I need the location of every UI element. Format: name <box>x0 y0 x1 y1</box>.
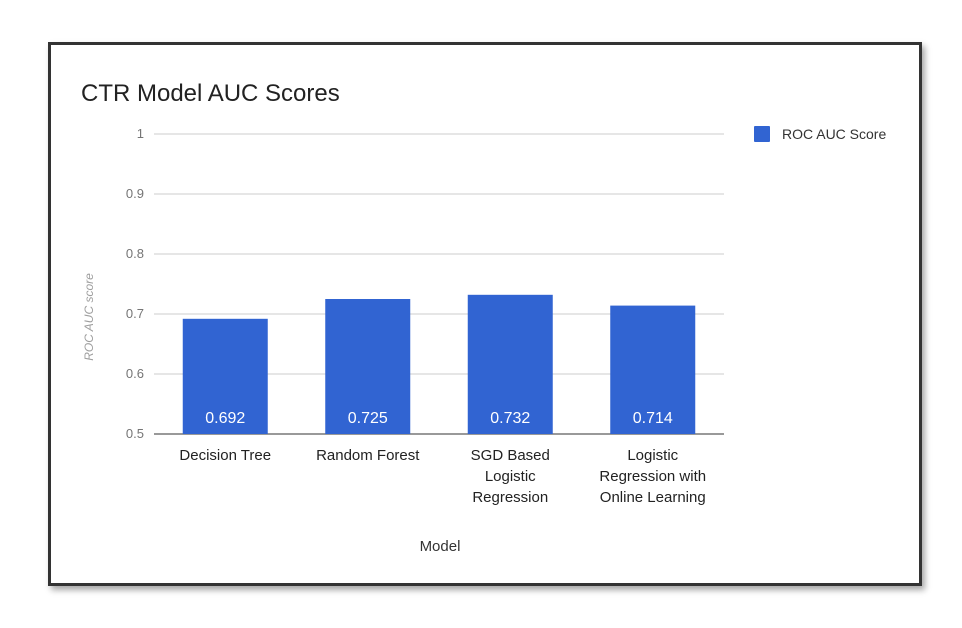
data-label: 0.725 <box>348 410 388 427</box>
bar <box>610 305 696 434</box>
chart-title: CTR Model AUC Scores <box>81 80 340 107</box>
y-tick-label: 0.7 <box>126 306 144 321</box>
chart-frame: CTR Model AUC Scores 0.5 0.6 0.7 0.8 0.9 1 0.… <box>48 42 922 586</box>
data-label: 0.732 <box>490 410 530 427</box>
data-labels: 0.692 0.725 0.732 0.714 <box>205 410 673 427</box>
category-label: Random Forest <box>316 447 420 464</box>
legend: ROC AUC Score <box>754 126 886 142</box>
y-tick-label: 0.6 <box>126 366 144 381</box>
y-tick-label: 1 <box>137 126 144 141</box>
y-tick-labels: 0.5 0.6 0.7 0.8 0.9 1 <box>126 126 144 441</box>
bar <box>467 294 553 434</box>
x-axis-title: Model <box>420 538 461 555</box>
category-labels: Decision Tree Random Forest SGD Based Logis… <box>179 447 706 506</box>
y-tick-label: 0.9 <box>126 186 144 201</box>
bars <box>182 294 696 434</box>
legend-swatch <box>754 126 770 142</box>
bar-chart: CTR Model AUC Scores 0.5 0.6 0.7 0.8 0.9 1 0.… <box>81 80 886 555</box>
bar <box>182 318 268 434</box>
data-label: 0.714 <box>633 410 673 427</box>
y-axis-title: ROC AUC score <box>82 273 96 361</box>
category-label: Decision Tree <box>179 447 271 464</box>
y-tick-label: 0.5 <box>126 426 144 441</box>
category-label: Logistic Regression with Online Learning <box>599 447 706 506</box>
category-label: SGD Based Logistic Regression <box>471 447 550 506</box>
y-tick-label: 0.8 <box>126 246 144 261</box>
data-label: 0.692 <box>205 410 245 427</box>
legend-label: ROC AUC Score <box>782 126 886 142</box>
bar <box>325 299 411 434</box>
